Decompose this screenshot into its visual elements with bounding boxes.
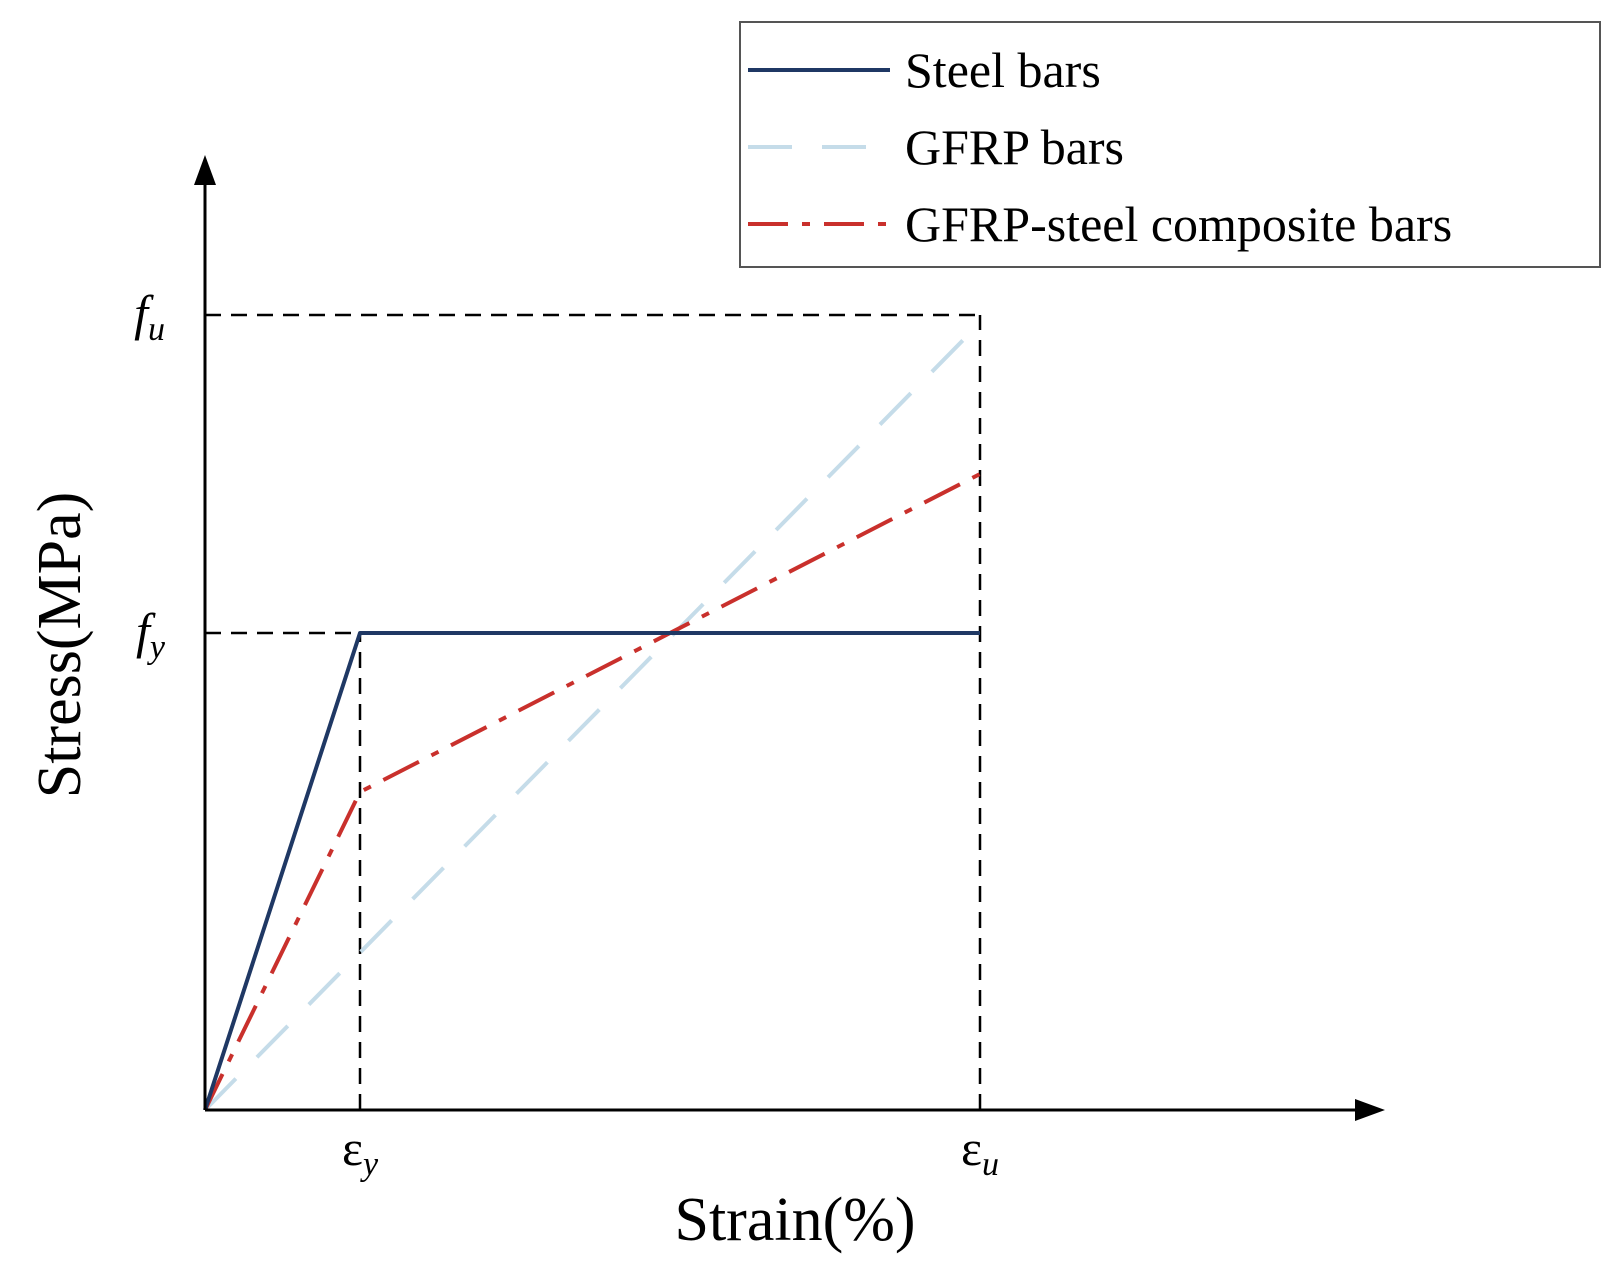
y-axis-arrow — [194, 155, 216, 185]
series-lines — [203, 321, 982, 1112]
y-axis-title: Stress(MPa) — [26, 492, 94, 799]
reference-lines — [205, 313, 982, 1110]
series-line-gfrp-steel-composite-bars — [203, 472, 981, 1111]
legend: Steel bars GFRP bars GFRP-steel composite … — [739, 21, 1601, 268]
y-tick-fu: fu — [134, 285, 165, 348]
x-axis-arrow — [1355, 1099, 1385, 1121]
series-line-steel-bars — [203, 631, 980, 1111]
y-tick-fy: fy — [136, 603, 166, 666]
legend-label-steel-bars: Steel bars — [905, 42, 1101, 98]
x-tick-εy: εy — [342, 1120, 379, 1183]
x-axis-title: Strain(%) — [674, 1186, 915, 1254]
legend-label-gfrp-bars: GFRP bars — [905, 119, 1124, 175]
series-line-gfrp-bars — [203, 321, 982, 1112]
x-tick-εu: εu — [961, 1120, 999, 1183]
legend-label-gfrp-steel-composite-bars: GFRP-steel composite bars — [905, 196, 1452, 252]
legend-box — [739, 21, 1601, 268]
